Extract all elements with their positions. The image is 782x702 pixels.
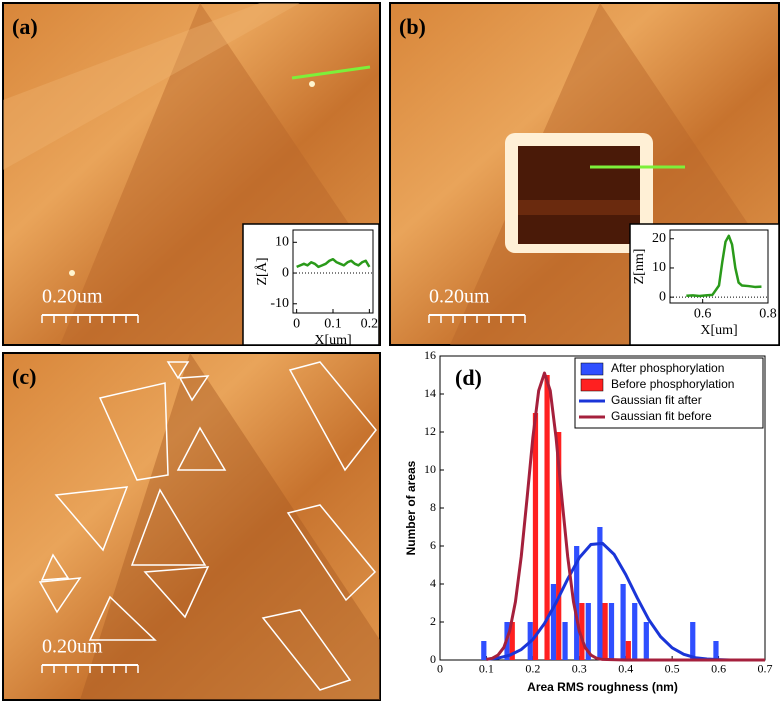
y-tick-label: -10 <box>270 296 289 311</box>
plot-area <box>292 229 374 314</box>
histogram-bar <box>585 603 591 660</box>
y-tick-label: 20 <box>652 231 666 246</box>
x-axis-label: X[um] <box>314 333 351 348</box>
legend-label: Gaussian fit after <box>611 393 702 407</box>
legend-label: After phosphorylation <box>611 361 724 375</box>
x-tick-label: 0.1 <box>324 316 342 331</box>
y-axis-label: Number of areas <box>404 460 418 555</box>
histogram-bar <box>544 375 550 660</box>
x-tick-label: 0.1 <box>479 661 494 675</box>
profile-line <box>686 234 762 298</box>
legend-label: Gaussian fit before <box>611 409 712 423</box>
y-tick-label: 14 <box>424 386 436 400</box>
x-tick-label: 0 <box>437 661 443 675</box>
y-axis-label: Z[nm] <box>632 249 647 285</box>
y-axis-label: Z[Å] <box>254 258 270 286</box>
scale-bar-label: 0.20um <box>42 286 103 308</box>
x-tick-label: 0.6 <box>694 306 712 321</box>
x-tick-label: 0.2 <box>361 316 379 331</box>
x-tick-label: 0.3 <box>572 661 587 675</box>
histogram-bar <box>597 527 603 660</box>
histogram-bar <box>574 546 580 660</box>
legend <box>574 357 764 429</box>
y-tick-label: 10 <box>424 462 436 476</box>
histogram-bar <box>532 413 539 660</box>
y-tick-label: 8 <box>430 500 436 514</box>
histogram-bar <box>643 622 649 660</box>
x-axis-label: X[um] <box>700 323 737 338</box>
legend-swatch <box>580 378 604 392</box>
plot-area <box>669 229 769 304</box>
x-tick-label: 0.7 <box>758 661 773 675</box>
histogram-bar <box>602 603 608 660</box>
histogram-bar <box>625 641 631 660</box>
histogram-bar <box>632 603 638 660</box>
histogram-bar <box>481 641 487 660</box>
y-tick-label: 16 <box>424 348 436 362</box>
y-tick-label: 0 <box>659 289 666 304</box>
scale-bar-label: 0.20um <box>429 286 490 308</box>
profile-line <box>296 257 371 269</box>
scale-bar-label: 0.20um <box>42 636 103 658</box>
histogram-bar <box>579 603 585 660</box>
histogram-bar <box>550 584 557 660</box>
x-tick-label: 0.2 <box>525 661 540 675</box>
x-tick-label: 0.8 <box>759 306 777 321</box>
histogram-bar <box>608 603 615 660</box>
panel-label: (a) <box>12 14 38 39</box>
x-tick-label: 0.5 <box>665 661 680 675</box>
y-tick-label: 2 <box>430 614 436 628</box>
x-tick-label: 0.4 <box>618 661 633 675</box>
y-tick-label: 0 <box>282 265 289 280</box>
legend-swatch <box>580 362 604 376</box>
gaussian-fit <box>486 371 765 662</box>
y-tick-label: 10 <box>275 235 289 250</box>
x-tick-label: 0.6 <box>711 661 726 675</box>
y-tick-label: 10 <box>652 260 666 275</box>
panel-label: (c) <box>12 364 36 389</box>
afm-image-c <box>2 352 381 701</box>
x-tick-label: 0 <box>293 316 300 331</box>
x-axis-label: Area RMS roughness (nm) <box>527 680 678 694</box>
y-tick-label: 0 <box>430 652 436 666</box>
panel-label: (d) <box>455 365 482 390</box>
histogram-bar <box>556 432 562 660</box>
panel-label: (b) <box>399 14 426 39</box>
histogram-bar <box>620 584 626 660</box>
y-tick-label: 12 <box>424 424 436 438</box>
histogram-bar <box>562 622 568 660</box>
histogram-bar <box>713 641 719 660</box>
y-tick-label: 6 <box>430 538 436 552</box>
histogram-bar <box>690 622 696 660</box>
histogram-bar <box>509 622 515 660</box>
legend-label: Before phosphorylation <box>611 377 734 391</box>
y-tick-label: 4 <box>430 576 436 590</box>
